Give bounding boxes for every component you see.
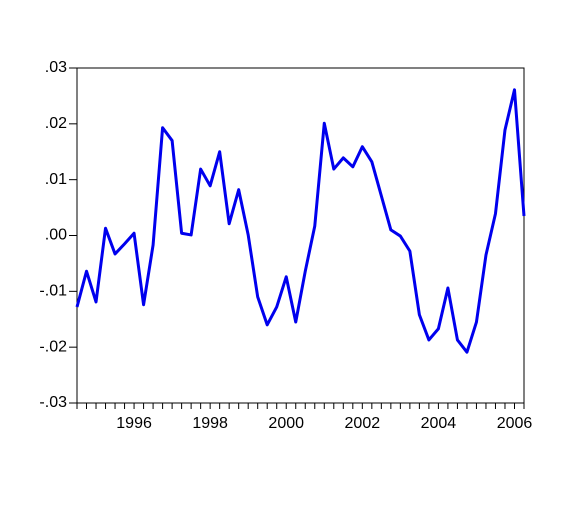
y-tick-label: -.02: [39, 338, 67, 355]
y-tick-label: -.01: [39, 283, 67, 300]
x-tick-label: 2004: [421, 415, 457, 432]
data-line: [75, 88, 526, 354]
y-tick-label: .02: [45, 115, 67, 132]
y-tick-label: .03: [45, 59, 67, 76]
y-tick-label: .01: [45, 171, 67, 188]
y-tick-label: .00: [45, 227, 67, 244]
plot-frame: [76, 67, 525, 404]
x-tick-label: 1996: [116, 415, 152, 432]
x-tick-label: 2000: [268, 415, 304, 432]
y-tick-label: -.03: [39, 394, 67, 411]
x-tick-label: 2006: [497, 415, 533, 432]
x-tick-label: 1998: [192, 415, 228, 432]
x-tick-label: 2002: [345, 415, 381, 432]
